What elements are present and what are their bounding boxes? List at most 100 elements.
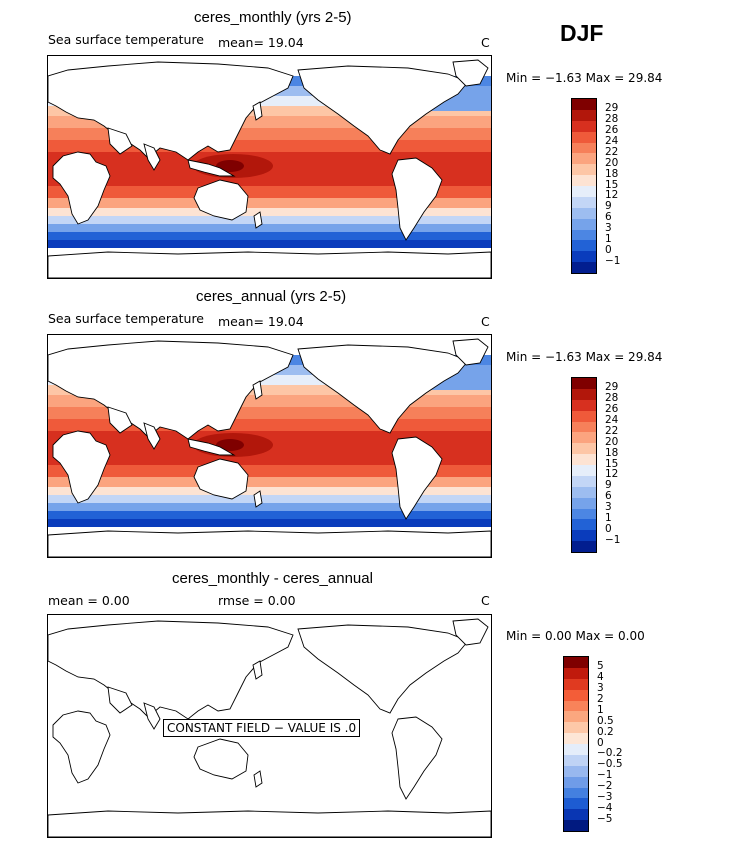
colorbar-tick-label: −0.5: [597, 758, 623, 771]
colorbar-tick-label: 15: [605, 457, 619, 470]
colorbar-tick-label: 26: [605, 403, 619, 416]
colorbar-swatch: [564, 776, 588, 788]
land-mass: [107, 406, 133, 434]
colorbar-swatch: [572, 218, 596, 230]
colorbar-tick-label: 24: [605, 414, 619, 426]
panel3-map: [47, 614, 492, 838]
panel2-mean-label: mean= 19.04: [218, 314, 304, 329]
colorbar-swatch: [572, 454, 596, 465]
colorbar-swatch: [572, 153, 596, 165]
colorbar-swatch: [572, 508, 596, 520]
land-mass: [452, 618, 489, 646]
panel3-title: ceres_monthly - ceres_annual: [172, 570, 373, 587]
colorbar-swatch: [572, 175, 596, 186]
colorbar-swatch: [564, 733, 588, 744]
colorbar-tick-label: −1: [605, 254, 621, 267]
land-mass: [52, 151, 111, 225]
colorbar-swatch: [564, 744, 588, 755]
colorbar-tick-label: 24: [605, 135, 619, 147]
colorbar-swatch: [564, 700, 588, 712]
panel2-colorbar: [571, 377, 597, 553]
colorbar-tick-label: 9: [605, 200, 612, 213]
panel1-unit-label: C: [481, 35, 490, 50]
sst-band: [48, 198, 491, 208]
land-mass: [48, 530, 491, 557]
colorbar-swatch: [572, 109, 596, 121]
land-mass: [143, 422, 161, 450]
colorbar-swatch: [572, 131, 596, 143]
sst-band: [48, 487, 491, 495]
colorbar-tick-label: −3: [597, 790, 613, 803]
colorbar-tick-label: 29: [605, 102, 619, 115]
sst-band: [48, 477, 491, 487]
land-mass: [253, 490, 263, 508]
colorbar-swatch: [572, 196, 596, 208]
colorbar-tick-label: 0: [605, 243, 612, 256]
season-label: DJF: [560, 20, 604, 46]
colorbar-tick-label: 3: [597, 682, 604, 695]
colorbar-tick-label: 28: [605, 113, 619, 126]
sst-band: [48, 106, 491, 116]
colorbar-swatch: [564, 809, 588, 821]
land-mass: [143, 702, 161, 730]
land-mass: [48, 340, 294, 440]
colorbar-swatch: [572, 240, 596, 252]
panel2-minmax: Min = −1.63 Max = 29.84: [506, 350, 663, 364]
sst-band: [48, 503, 491, 511]
panel2-title: ceres_annual (yrs 2-5): [196, 288, 347, 305]
colorbar-swatch: [564, 667, 588, 679]
panel1-map: [47, 55, 492, 279]
panel1-minmax: Min = −1.63 Max = 29.84: [506, 71, 663, 85]
panel3-colorbar: [563, 656, 589, 832]
colorbar-swatch: [572, 207, 596, 219]
land-mass: [187, 438, 236, 456]
colorbar-tick-label: 20: [605, 156, 619, 169]
warm-pool-core: [216, 439, 244, 451]
land-mass: [391, 716, 443, 800]
colorbar-tick-label: 18: [605, 167, 619, 180]
colorbar-tick-label: −1: [597, 769, 613, 782]
colorbar-swatch: [572, 443, 596, 455]
colorbar-swatch: [564, 798, 588, 810]
panel1-mean-label: mean= 19.04: [218, 35, 304, 50]
colorbar-tick-label: 6: [605, 211, 612, 224]
colorbar-swatch: [572, 164, 596, 176]
land-mass: [52, 430, 111, 504]
land-mass: [187, 159, 236, 177]
colorbar-swatch: [572, 251, 596, 263]
colorbar-swatch: [572, 229, 596, 241]
panel1-title: ceres_monthly (yrs 2-5): [194, 9, 352, 26]
colorbar-swatch: [564, 787, 588, 799]
land-mass: [252, 101, 263, 121]
colorbar-tick-label: 29: [605, 381, 619, 394]
colorbar-tick-label: 22: [605, 424, 619, 437]
colorbar-tick-label: 1: [605, 232, 612, 245]
land-mass: [253, 770, 263, 788]
sst-band: [48, 240, 491, 248]
sst-band: [48, 232, 491, 240]
colorbar-tick-label: 5: [597, 660, 604, 673]
map-canvas: [48, 618, 491, 837]
colorbar-swatch: [572, 142, 596, 154]
land-mass: [193, 458, 249, 500]
colorbar-swatch: [572, 432, 596, 444]
land-mass: [48, 61, 294, 161]
colorbar-swatch: [572, 421, 596, 433]
map-canvas: [48, 338, 491, 557]
colorbar-swatch: [572, 186, 596, 197]
panel2-variable-label: Sea surface temperature: [48, 311, 204, 326]
colorbar-tick-label: 9: [605, 479, 612, 492]
warm-pool-core: [216, 160, 244, 172]
colorbar-tick-label: −4: [597, 801, 613, 814]
colorbar-swatch: [564, 722, 588, 734]
sst-band: [48, 519, 491, 527]
colorbar-tick-label: 4: [597, 671, 604, 684]
panel3-unit-label: C: [481, 593, 490, 608]
sst-band: [48, 224, 491, 232]
colorbar-tick-label: 3: [605, 501, 612, 513]
colorbar-tick-label: −1: [605, 533, 621, 546]
land-mass: [48, 251, 491, 278]
sst-band: [48, 96, 491, 106]
land-mass: [193, 738, 249, 780]
sst-band: [48, 208, 491, 216]
